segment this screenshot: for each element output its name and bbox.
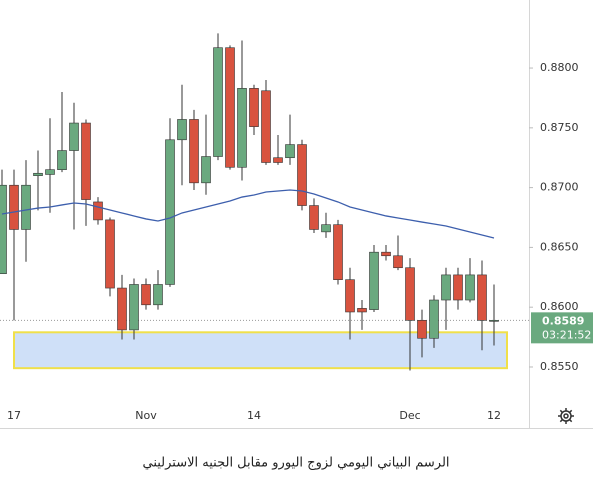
candle-body <box>441 274 451 301</box>
candle-body <box>21 184 31 230</box>
candle-body <box>453 274 463 301</box>
price-label: 0.8589 <box>542 314 584 327</box>
candle-body <box>189 119 199 184</box>
candle-body <box>93 201 103 221</box>
caption: الرسم البياني اليومي لزوج اليورو مقابل ا… <box>142 456 449 471</box>
candle-body <box>393 255 403 269</box>
candle-body <box>177 119 187 141</box>
candle-body <box>45 169 55 175</box>
candle-body <box>141 284 151 306</box>
candle-body <box>489 320 499 322</box>
candle-body <box>213 47 223 157</box>
y-tick-label: 0.8600 <box>540 300 579 313</box>
candle-body <box>297 144 307 206</box>
x-tick-label: 17 <box>7 409 21 422</box>
candle-body <box>273 157 283 163</box>
candle-body <box>417 320 427 339</box>
candle-body <box>345 279 355 313</box>
candle-body <box>333 224 343 280</box>
candle-body <box>237 88 247 168</box>
candle-body <box>105 219 115 289</box>
candle-body <box>309 205 319 230</box>
candle-body <box>429 299 439 339</box>
countdown: 03:21:52 <box>542 328 591 341</box>
candle-body <box>129 284 139 331</box>
candle-body <box>321 224 331 233</box>
candle-body <box>153 284 163 306</box>
candle-body <box>0 184 7 275</box>
settings-icon[interactable] <box>558 408 574 424</box>
x-tick-label: 14 <box>247 409 261 422</box>
x-tick-label: Dec <box>399 409 420 422</box>
candle-body <box>201 156 211 184</box>
candle-body <box>165 139 175 285</box>
candle-body <box>69 122 79 151</box>
candle-body <box>285 144 295 159</box>
candle-body <box>225 47 235 168</box>
x-tick-label: 12 <box>487 409 501 422</box>
y-tick-label: 0.8550 <box>540 360 579 373</box>
y-tick-label: 0.8700 <box>540 181 579 194</box>
y-tick-label: 0.8650 <box>540 240 579 253</box>
candle-body <box>477 274 487 321</box>
candle-body <box>357 308 367 313</box>
moving-average <box>1 189 495 239</box>
candle-body <box>117 287 127 331</box>
candle-body <box>405 267 415 321</box>
candle-body <box>33 172 43 176</box>
candle-body <box>381 251 391 257</box>
candle-body <box>81 122 91 200</box>
candle-body <box>369 251 379 310</box>
y-tick-label: 0.8750 <box>540 121 579 134</box>
candle-body <box>261 90 271 163</box>
candle-body <box>57 150 67 170</box>
plot-area <box>0 33 529 371</box>
x-tick-label: Nov <box>135 409 157 422</box>
price-label-box <box>531 312 593 344</box>
candle-body <box>249 88 259 127</box>
y-tick-label: 0.8800 <box>540 61 579 74</box>
candle-body <box>465 274 475 301</box>
candle-body <box>9 184 19 230</box>
